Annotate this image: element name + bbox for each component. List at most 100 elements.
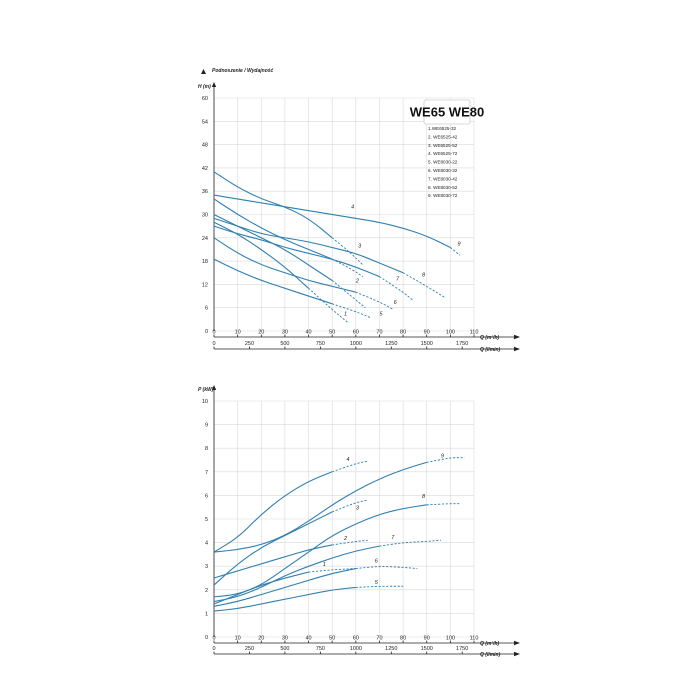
y-tick-label: 42 (202, 166, 208, 172)
y-tick-label: 48 (202, 143, 208, 149)
legend-item: 8. WE8030-52 (428, 185, 458, 190)
y-axis-label: P (kW) (198, 387, 214, 393)
header-arrow-icon (201, 69, 206, 74)
x-axis-label: Q (m³/h) (480, 641, 499, 647)
curve-label: 5 (379, 311, 383, 317)
x-tick-label: 90 (424, 330, 430, 336)
x2-tick-label: 500 (280, 646, 289, 652)
curve-label: 7 (396, 277, 400, 283)
curve-label: 7 (391, 535, 395, 541)
x2-tick-label: 750 (316, 341, 325, 347)
x-tick-label: 110 (470, 330, 479, 336)
x-tick-label: 40 (305, 636, 311, 642)
y-tick-label: 18 (202, 259, 208, 265)
y-tick-label: 1 (205, 611, 208, 617)
curve-label: 3 (358, 244, 362, 250)
x-tick-label: 60 (353, 636, 359, 642)
x2-tick-label: 1000 (350, 646, 362, 652)
y-tick-label: 24 (202, 236, 208, 242)
y-tick-label: 2 (205, 588, 208, 594)
curve-label: 8 (422, 494, 426, 500)
curve-7-extension (379, 539, 441, 547)
curve-7 (213, 225, 380, 278)
curve-label: 2 (355, 278, 359, 284)
legend-title: WE65 WE80 (410, 105, 484, 120)
chart-header-label: Podnoszenie / Wydajność (212, 68, 274, 74)
x-tick-label: 80 (400, 330, 406, 336)
x-tick-label: 90 (424, 636, 430, 642)
x-tick-label: 10 (235, 330, 241, 336)
y-axis-arrow (211, 385, 217, 390)
y-tick-label: 54 (202, 119, 208, 125)
y-axis-label: H (m) (198, 84, 211, 90)
curve-9-extension (450, 247, 461, 256)
y-tick-label: 3 (205, 564, 208, 570)
y-tick-label: 8 (205, 446, 208, 452)
curve-8 (213, 217, 404, 274)
curve-label: 2 (343, 536, 347, 542)
curve-2-extension (332, 539, 368, 546)
x-axis-arrow (514, 640, 520, 646)
x2-tick-label: 750 (316, 646, 325, 652)
y-tick-label: 0 (205, 329, 208, 335)
legend-item: 6. WE8030-32 (428, 168, 458, 173)
curve-5-extension (332, 303, 371, 318)
curve-9-extension (426, 457, 465, 463)
curve-8-extension (426, 503, 460, 506)
legend-item: 3. WE6525-52 (428, 143, 458, 148)
x2-axis-arrow (514, 346, 520, 352)
curve-3-extension (332, 499, 368, 513)
grid (213, 400, 475, 638)
x-axis-arrow (514, 334, 520, 340)
x2-tick-label: 1750 (456, 341, 468, 347)
x-tick-label: 20 (258, 636, 264, 642)
legend-item: 4. WE6525-72 (428, 151, 458, 156)
grid (213, 97, 475, 332)
curve-4-extension (332, 460, 368, 473)
x-tick-label: 50 (329, 330, 335, 336)
x-tick-label: 100 (446, 330, 455, 336)
legend-item: 5. WE8030-22 (428, 160, 458, 165)
y-tick-label: 6 (205, 493, 208, 499)
x2-tick-label: 250 (245, 341, 254, 347)
curve-label: 8 (422, 273, 426, 279)
curve-2 (213, 214, 333, 281)
curve-4 (213, 171, 333, 239)
curve-8 (213, 504, 427, 598)
curve-label: 6 (375, 559, 379, 565)
curves: 1 2 3 4 5 6 7 8 9 (213, 171, 461, 324)
x-tick-label: 40 (305, 330, 311, 336)
curve-7-extension (379, 276, 413, 301)
x-tick-label: 0 (212, 330, 215, 336)
y-tick-label: 30 (202, 213, 208, 219)
curve-label: 3 (356, 506, 360, 512)
x2-tick-label: 1250 (385, 646, 397, 652)
curve-9 (213, 461, 427, 553)
x2-tick-label: 1500 (421, 646, 433, 652)
y-tick-label: 9 (205, 423, 208, 429)
x2-tick-label: 500 (280, 341, 289, 347)
curve-7 (213, 545, 380, 603)
x-tick-label: 20 (258, 330, 264, 336)
x-tick-label: 80 (400, 636, 406, 642)
x-tick-label: 0 (212, 636, 215, 642)
y-axis-arrow (211, 82, 217, 87)
x-tick-label: 10 (235, 636, 241, 642)
curve-9 (213, 194, 451, 249)
curves: 1 2 3 4 5 6 7 8 9 (213, 454, 465, 612)
x-tick-label: 60 (353, 330, 359, 336)
y-tick-label: 0 (205, 635, 208, 641)
x-tick-label: 110 (470, 636, 479, 642)
y-tick-label: 5 (205, 517, 208, 523)
y-tick-label: 36 (202, 189, 208, 195)
x-axis-label: Q (m³/h) (480, 335, 499, 341)
x-tick-label: 100 (446, 636, 455, 642)
legend-item: 2. WE6525-42 (428, 134, 458, 139)
curve-3 (213, 511, 333, 586)
curve-label: 9 (457, 242, 460, 248)
x-tick-label: 30 (282, 636, 288, 642)
